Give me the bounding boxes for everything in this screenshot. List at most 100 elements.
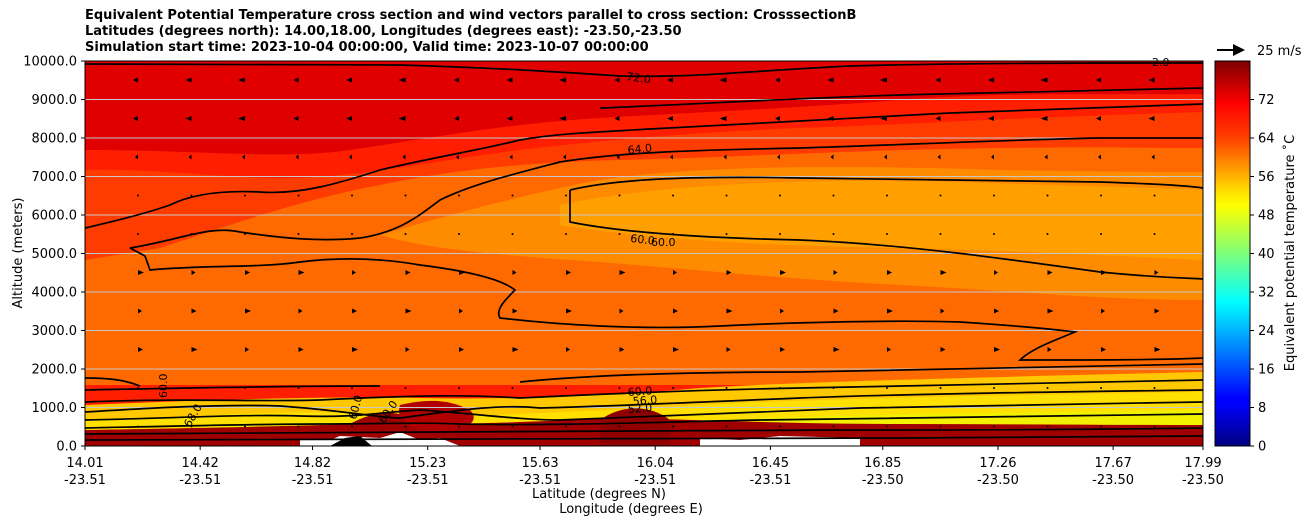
wind-vector-arrow: [190, 194, 193, 197]
y-tick-label: 1000.0: [32, 401, 78, 416]
x-tick-label-longitude: -23.50: [1182, 473, 1224, 488]
wind-vector-arrow: [723, 154, 727, 160]
contour-label: 60.0: [627, 384, 652, 399]
wind-vector-arrow: [190, 387, 193, 389]
colorbar-tick-label: 32: [1258, 286, 1275, 301]
wind-vector-arrow: [298, 270, 305, 275]
wind-vector-arrow: [833, 308, 839, 314]
wind-vector-arrow: [185, 77, 192, 83]
y-tick-label: 3000.0: [32, 324, 78, 339]
wind-vector-arrow: [244, 425, 246, 428]
x-tick-label-latitude: 17.99: [1184, 456, 1221, 471]
wind-vector-arrow: [459, 308, 463, 314]
wind-vector-arrow: [775, 77, 780, 83]
x-tick-label-longitude: -23.50: [862, 473, 904, 488]
wind-vector-arrow: [191, 308, 197, 314]
wind-vector-arrow: [563, 154, 566, 160]
wind-vector-arrow: [297, 425, 300, 428]
wind-vector-arrow: [886, 233, 888, 235]
wind-vector-arrow: [830, 154, 834, 160]
contour-label: 64.0: [627, 141, 653, 156]
wind-vector-arrow: [349, 154, 352, 160]
wind-vector-arrow: [994, 270, 998, 275]
wind-vector-arrow: [238, 116, 245, 121]
wind-vector-arrow: [939, 425, 942, 428]
wind-vector-arrow: [935, 77, 941, 83]
wind-vector-arrow: [937, 154, 941, 160]
wind-vector-arrow: [404, 233, 407, 235]
wind-vector-arrow: [618, 233, 621, 235]
x-tick-label-longitude: -23.51: [179, 473, 221, 488]
wind-vector-arrow: [293, 77, 299, 83]
colorbar-tick-label: 48: [1258, 209, 1275, 224]
wind-vector-arrow: [405, 270, 411, 275]
wind-vector-arrow: [405, 347, 410, 352]
wind-vector-arrow: [887, 347, 891, 352]
wind-vector-arrow: [459, 270, 465, 275]
wind-vector-arrow: [506, 116, 513, 121]
wind-vector-arrow: [1046, 233, 1049, 235]
wind-vector-arrow: [779, 425, 781, 428]
wind-vector-arrow: [133, 77, 138, 83]
wind-vector-arrow: [1153, 387, 1156, 389]
wind-vector-arrow: [779, 387, 781, 389]
wind-vector-arrow: [991, 154, 994, 160]
wind-vector-arrow: [887, 308, 893, 314]
contour-label: 60.0: [651, 236, 676, 249]
wind-vector-arrow: [242, 154, 245, 160]
x-tick-label-latitude: 14.42: [182, 456, 219, 471]
wind-vector-arrow: [351, 425, 353, 428]
wind-vector-arrow: [832, 387, 835, 389]
wind-vector-arrow: [672, 425, 674, 428]
wind-vector-arrow: [191, 347, 198, 352]
colorbar-label: Equivalent potential temperature ˚C: [1282, 135, 1298, 371]
y-tick-label: 2000.0: [32, 363, 78, 378]
wind-vector-arrow: [458, 387, 460, 389]
wind-vector-arrow: [672, 233, 674, 235]
wind-vector-arrow: [886, 194, 888, 197]
wind-vector-arrow: [459, 347, 464, 352]
wind-vector-arrow: [779, 194, 781, 197]
wind-vector-arrow: [673, 347, 679, 352]
wind-vector-arrow: [1096, 116, 1101, 121]
wind-vector-arrow: [506, 77, 513, 83]
wind-vector-arrow: [298, 347, 304, 352]
y-tick-label: 0.0: [56, 440, 77, 455]
wind-vector-arrow: [298, 308, 303, 314]
wind-vector-arrow: [725, 194, 728, 197]
wind-vector-arrow: [1148, 77, 1155, 83]
colorbar-tick-label: 40: [1258, 247, 1275, 262]
wind-vector-arrow: [512, 308, 518, 314]
wind-vector-arrow: [779, 233, 781, 235]
wind-vector-arrow: [1100, 194, 1102, 197]
wind-vector-arrow: [1047, 308, 1054, 314]
colorbar-tick-label: 16: [1258, 363, 1275, 378]
wind-vector-arrow: [993, 194, 995, 197]
wind-vector-arrow: [833, 270, 838, 275]
wind-vector-arrow: [619, 270, 626, 275]
wind-vector-arrow: [775, 116, 780, 121]
wind-vector-arrow: [726, 270, 732, 275]
x-tick-label-longitude: -23.51: [64, 473, 106, 488]
chart-title-line-1: Equivalent Potential Temperature cross s…: [85, 8, 857, 23]
wind-vector-arrow: [404, 425, 407, 428]
wind-vector-arrow: [404, 194, 407, 197]
colorbar-tick-label: 24: [1258, 324, 1275, 339]
wind-vector-arrow: [454, 116, 459, 121]
x-tick-label-latitude: 14.01: [66, 456, 103, 471]
wind-vector-arrow: [827, 116, 834, 121]
wind-vector-arrow: [884, 154, 887, 160]
x-axis-label-latitude: Latitude (degrees N): [532, 487, 666, 502]
wind-vector-arrow: [1047, 347, 1052, 352]
wind-vector-arrow: [1154, 347, 1161, 352]
x-tick-label-latitude: 16.45: [752, 456, 789, 471]
wind-vector-arrow: [886, 425, 888, 428]
wind-vector-arrow: [880, 77, 887, 83]
contour-label: 60.0: [346, 394, 365, 421]
wind-vectors: [133, 77, 1161, 428]
contour-label: 52.0: [627, 401, 652, 416]
x-tick-label-longitude: -23.51: [749, 473, 791, 488]
x-tick-label-longitude: -23.51: [519, 473, 561, 488]
grid-lines: [85, 99, 1203, 408]
x-tick-label-longitude: -23.50: [1092, 473, 1134, 488]
